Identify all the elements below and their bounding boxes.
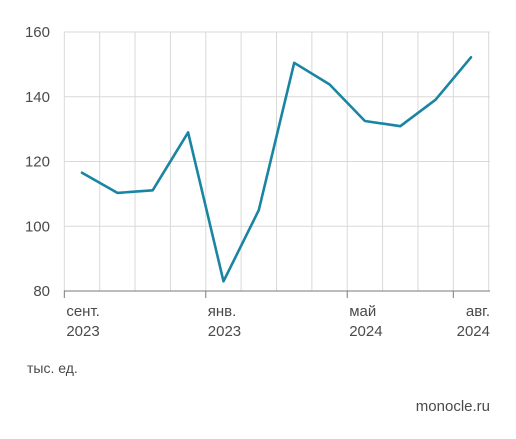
- source-label: monocle.ru: [415, 398, 490, 415]
- y-tick-label: 100: [25, 218, 50, 235]
- line-chart-svg: 80 100 120 140 160 сент. 2023 янв. 2023 май 2024 ав…: [25, 24, 490, 340]
- y-tick-label: 80: [33, 283, 50, 300]
- x-tick-label-month: авг.: [466, 303, 490, 320]
- y-tick-label: 160: [25, 24, 50, 41]
- x-tick-label-year: 2023: [208, 323, 241, 340]
- x-tick-label-year: 2024: [457, 323, 490, 340]
- y-tick-label: 120: [25, 154, 50, 171]
- x-tick-label-month: янв.: [208, 303, 237, 320]
- x-tick-label-month: май: [349, 303, 376, 320]
- unit-label: тыс. ед.: [27, 360, 78, 376]
- x-tick-label-year: 2024: [349, 323, 382, 340]
- y-tick-label: 140: [25, 89, 50, 106]
- x-tick-label-year: 2023: [66, 323, 99, 340]
- series-line: [80, 55, 473, 283]
- x-tick-label-month: сент.: [66, 303, 100, 320]
- chart: 80 100 120 140 160 сент. 2023 янв. 2023 май 2024 ав…: [25, 24, 490, 340]
